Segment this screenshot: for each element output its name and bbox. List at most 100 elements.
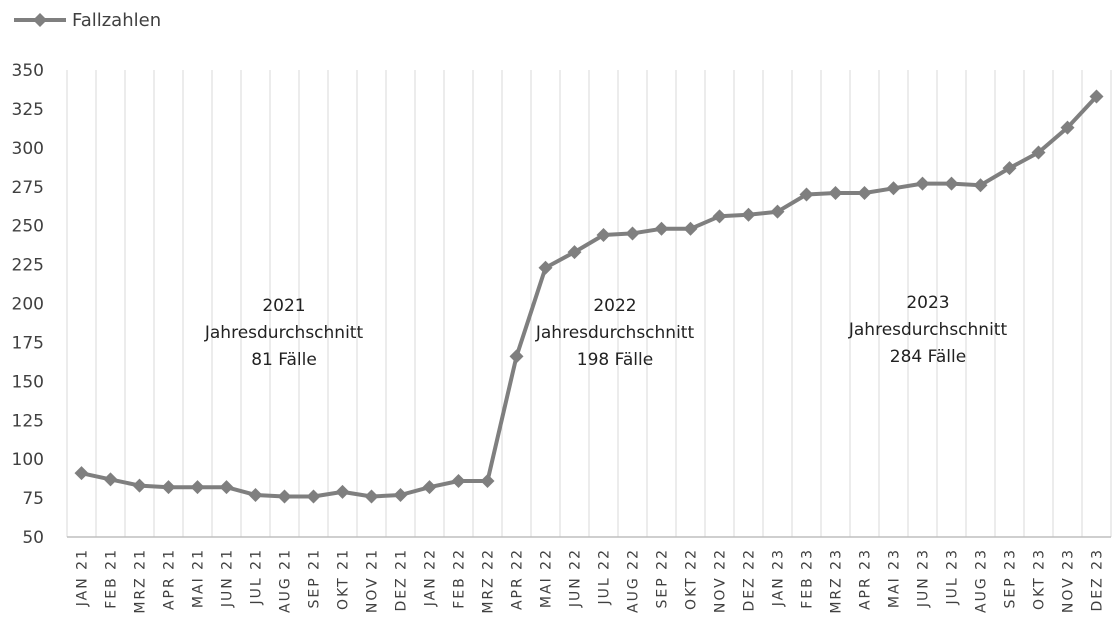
y-axis: 50 75 100 125 150 175 200 225 250 275 300 325 350 [12,61,44,548]
x-tick-label: SEP 22 [655,548,671,608]
x-tick-label: MAI 23 [887,548,903,608]
y-tick-label: 175 [12,333,44,353]
x-tick-label: OKT 22 [684,548,700,610]
data-point-marker [1002,161,1017,176]
legend: Fallzahlen [14,10,161,31]
x-tick-label: DEZ 22 [742,548,758,611]
y-tick-label: 250 [12,217,44,237]
data-point-marker [422,480,437,495]
x-tick-label: FEB 23 [800,548,816,609]
annotation-2023-year: 2023 [906,293,949,313]
x-tick-label: AUG 22 [626,548,642,613]
x-tick-label: OKT 23 [1032,548,1048,610]
x-tick-label: SEP 23 [1003,548,1019,608]
data-point-marker [132,478,147,493]
x-tick-label: DEZ 21 [394,548,410,611]
data-point-marker [103,472,118,487]
annotation-2023-label: Jahresdurchschnitt [848,320,1008,340]
data-point-marker [306,489,321,504]
data-point-marker [161,480,176,495]
y-tick-label: 350 [12,61,44,81]
data-point-marker [567,245,582,260]
y-tick-label: 325 [12,100,44,120]
x-tick-label: JUL 22 [597,548,613,605]
data-point-marker [219,480,234,495]
data-point-marker [538,260,553,275]
x-tick-label: MRZ 23 [829,548,845,614]
data-point-marker [509,349,524,364]
y-tick-label: 275 [12,178,44,198]
gridlines [66,70,1112,537]
y-tick-label: 225 [12,256,44,276]
x-tick-label: APR 23 [858,548,874,610]
data-point-marker [596,228,611,243]
data-point-marker [799,187,814,202]
annotation-2022-value: 198 Fälle [577,350,653,370]
data-point-marker [364,489,379,504]
data-point-marker [1060,120,1075,135]
x-tick-label: FEB 22 [452,548,468,609]
x-tick-label: JUN 22 [568,548,584,608]
annotations: 2021 Jahresdurchschnitt 81 Fälle 2022 Ja… [204,293,1008,370]
annotation-2021-year: 2021 [262,296,305,316]
x-tick-label: NOV 21 [365,548,381,613]
x-tick-label: MAI 21 [191,548,207,608]
y-tick-label: 300 [12,139,44,159]
x-tick-label: FEB 21 [104,548,120,609]
x-tick-label: NOV 23 [1061,548,1077,613]
data-point-marker [277,489,292,504]
data-point-marker [654,221,669,236]
data-point-marker [1089,89,1104,104]
data-point-marker [857,185,872,200]
x-tick-label: AUG 23 [974,548,990,613]
data-point-marker [683,221,698,236]
x-tick-label: JUL 23 [945,548,961,605]
annotation-2022-year: 2022 [593,296,636,316]
y-tick-label: 150 [12,372,44,392]
legend-marker-swatch [33,13,47,27]
data-point-marker [451,473,466,488]
x-tick-label: APR 22 [510,548,526,610]
x-tick-label: DEZ 23 [1090,548,1106,611]
data-point-marker [741,207,756,222]
legend-label: Fallzahlen [72,10,161,31]
data-point-marker [973,178,988,193]
data-point-marker [712,209,727,224]
x-tick-label: JUN 23 [916,548,932,608]
x-tick-label: JAN 21 [75,548,91,607]
y-tick-label: 125 [12,411,44,431]
annotation-2022-label: Jahresdurchschnitt [535,323,695,343]
annotation-2021-label: Jahresdurchschnitt [204,323,364,343]
x-tick-label: JAN 22 [423,548,439,607]
annotation-2023-value: 284 Fälle [890,347,966,367]
x-tick-label: MAI 22 [539,548,555,608]
x-tick-label: JUL 21 [249,548,265,605]
data-point-marker [770,204,785,219]
data-point-marker [335,484,350,499]
data-point-marker [480,473,495,488]
data-point-marker [915,176,930,191]
x-tick-label: JUN 21 [220,548,236,608]
y-tick-label: 200 [12,295,44,315]
y-tick-label: 50 [22,528,44,548]
data-point-marker [1031,145,1046,160]
series-fallzahlen [74,89,1104,504]
data-point-marker [944,176,959,191]
x-tick-label: SEP 21 [307,548,323,608]
x-tick-label: NOV 22 [713,548,729,613]
x-tick-label: JAN 23 [771,548,787,607]
x-tick-label: APR 21 [162,548,178,610]
y-tick-label: 75 [22,489,44,509]
x-tick-label: MRZ 22 [481,548,497,614]
x-tick-label: OKT 21 [336,548,352,610]
y-tick-label: 100 [12,450,44,470]
x-axis: JAN 21 FEB 21 MRZ 21 APR 21 MAI 21 JUN 21 JUL … [67,536,1111,614]
annotation-2021-value: 81 Fälle [251,350,317,370]
data-point-marker [74,466,89,481]
x-tick-label: MRZ 21 [133,548,149,614]
data-point-marker [828,185,843,200]
data-point-marker [248,487,263,502]
x-tick-label: AUG 21 [278,548,294,613]
data-point-marker [393,487,408,502]
